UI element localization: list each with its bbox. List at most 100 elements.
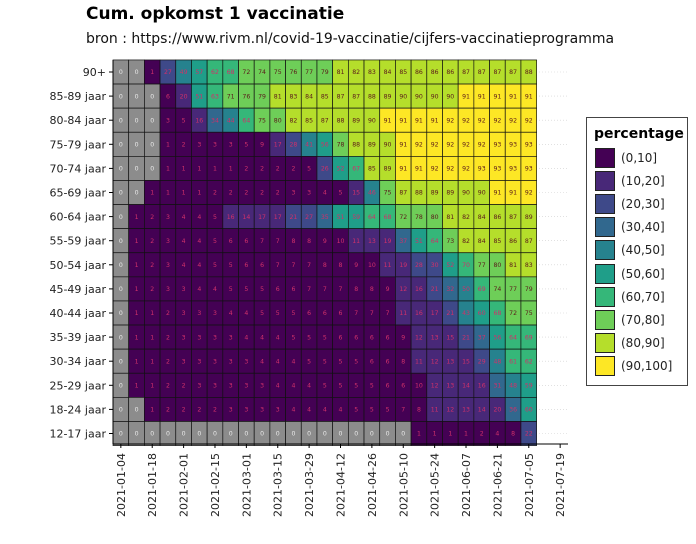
cell-value-label: 0 bbox=[135, 93, 139, 100]
y-tick-label: 90+ bbox=[83, 66, 106, 79]
cell-value-label: 0 bbox=[119, 190, 123, 197]
cell-value-label: 5 bbox=[323, 358, 327, 365]
cell-value-label: 75 bbox=[274, 69, 282, 76]
cell-value-label: 8 bbox=[370, 286, 374, 293]
cell-value-label: 2 bbox=[166, 334, 170, 341]
cell-value-label: 3 bbox=[182, 334, 186, 341]
cell-value-label: 5 bbox=[386, 407, 390, 414]
cell-value-label: 92 bbox=[446, 142, 454, 149]
cell-value-label: 84 bbox=[478, 238, 486, 245]
cell-value-label: 91 bbox=[384, 117, 392, 124]
cell-value-label: 3 bbox=[260, 407, 264, 414]
cell-value-label: 2 bbox=[213, 407, 217, 414]
cell-value-label: 26 bbox=[321, 166, 329, 173]
cell-value-label: 82 bbox=[462, 238, 470, 245]
cell-value-label: 81 bbox=[274, 93, 282, 100]
cell-value-label: 2 bbox=[166, 358, 170, 365]
cell-value-label: 81 bbox=[446, 214, 454, 221]
cell-value-label: 9 bbox=[354, 262, 358, 269]
cell-value-label: 11 bbox=[431, 407, 439, 414]
cell-value-label: 2 bbox=[166, 383, 170, 390]
cell-value-label: 68 bbox=[493, 310, 501, 317]
cell-value-label: 0 bbox=[119, 334, 123, 341]
legend-label: (30,40] bbox=[621, 220, 665, 235]
cell-value-label: 92 bbox=[478, 142, 486, 149]
x-tick-label: 2021-02-15 bbox=[209, 453, 222, 517]
cell-value-label: 92 bbox=[431, 166, 439, 173]
cell-value-label: 0 bbox=[119, 166, 123, 173]
cell-value-label: 7 bbox=[307, 262, 311, 269]
cell-value-label: 0 bbox=[119, 238, 123, 245]
cell-value-label: 81 bbox=[337, 69, 345, 76]
cell-value-label: 69 bbox=[478, 286, 486, 293]
cell-value-label: 0 bbox=[119, 310, 123, 317]
cell-value-label: 91 bbox=[415, 117, 423, 124]
cell-value-label: 85 bbox=[321, 93, 329, 100]
cell-value-label: 0 bbox=[150, 93, 154, 100]
cell-value-label: 1 bbox=[417, 431, 421, 438]
cell-value-label: 93 bbox=[493, 142, 501, 149]
cell-value-label: 0 bbox=[307, 431, 311, 438]
cell-value-label: 74 bbox=[493, 286, 501, 293]
cell-value-label: 4 bbox=[197, 214, 201, 221]
cell-value-label: 92 bbox=[478, 117, 486, 124]
cell-value-label: 13 bbox=[431, 334, 439, 341]
cell-value-label: 5 bbox=[213, 262, 217, 269]
cell-value-label: 9 bbox=[386, 286, 390, 293]
x-tick-label: 2021-05-24 bbox=[429, 453, 442, 517]
cell-value-label: 90 bbox=[431, 93, 439, 100]
cell-value-label: 0 bbox=[276, 431, 280, 438]
cell-value-label: 91 bbox=[462, 93, 470, 100]
cell-value-label: 88 bbox=[337, 117, 345, 124]
cell-value-label: 3 bbox=[182, 310, 186, 317]
cell-value-label: 90 bbox=[446, 93, 454, 100]
cell-value-label: 37 bbox=[399, 238, 407, 245]
x-tick-label: 2021-07-05 bbox=[523, 453, 536, 517]
cell-value-label: 79 bbox=[525, 286, 533, 293]
cell-value-label: 3 bbox=[213, 142, 217, 149]
cell-value-label: 3 bbox=[244, 407, 248, 414]
legend-swatch bbox=[595, 332, 615, 353]
cell-value-label: 75 bbox=[525, 310, 533, 317]
cell-value-label: 15 bbox=[352, 190, 360, 197]
cell-value-label: 3 bbox=[260, 383, 264, 390]
cell-value-label: 62 bbox=[525, 358, 533, 365]
cell-value-label: 3 bbox=[197, 142, 201, 149]
cell-value-label: 1 bbox=[150, 69, 154, 76]
cell-value-label: 28 bbox=[415, 262, 423, 269]
cell-value-label: 1 bbox=[166, 166, 170, 173]
cell-value-label: 3 bbox=[166, 262, 170, 269]
cell-value-label: 1 bbox=[135, 262, 139, 269]
cell-value-label: 6 bbox=[229, 238, 233, 245]
x-tick-label: 2021-04-12 bbox=[335, 453, 348, 517]
cell-value-label: 51 bbox=[195, 93, 203, 100]
legend-swatch bbox=[595, 194, 615, 215]
cell-value-label: 91 bbox=[525, 93, 533, 100]
cell-value-label: 88 bbox=[368, 93, 376, 100]
cell-value-label: 3 bbox=[166, 117, 170, 124]
cell-value-label: 3 bbox=[213, 334, 217, 341]
cell-value-label: 0 bbox=[135, 142, 139, 149]
cell-value-label: 0 bbox=[119, 214, 123, 221]
cell-value-label: 83 bbox=[525, 262, 533, 269]
cell-value-label: 1 bbox=[150, 334, 154, 341]
cell-value-label: 89 bbox=[384, 166, 392, 173]
cell-value-label: 6 bbox=[276, 286, 280, 293]
cell-value-label: 8 bbox=[323, 262, 327, 269]
cell-value-label: 2 bbox=[182, 383, 186, 390]
cell-value-label: 89 bbox=[352, 117, 360, 124]
cell-value-label: 19 bbox=[384, 238, 392, 245]
cell-value-label: 87 bbox=[478, 69, 486, 76]
cell-value-label: 21 bbox=[289, 214, 297, 221]
cell-value-label: 93 bbox=[478, 166, 486, 173]
cell-value-label: 2 bbox=[276, 190, 280, 197]
cell-value-label: 91 bbox=[478, 93, 486, 100]
cell-value-label: 80 bbox=[431, 214, 439, 221]
cell-value-label: 82 bbox=[352, 69, 360, 76]
cell-value-label: 1 bbox=[135, 238, 139, 245]
cell-value-label: 6 bbox=[401, 383, 405, 390]
cell-value-label: 93 bbox=[509, 166, 517, 173]
cell-value-label: 90 bbox=[399, 93, 407, 100]
cell-value-label: 87 bbox=[352, 93, 360, 100]
cell-value-label: 21 bbox=[446, 310, 454, 317]
